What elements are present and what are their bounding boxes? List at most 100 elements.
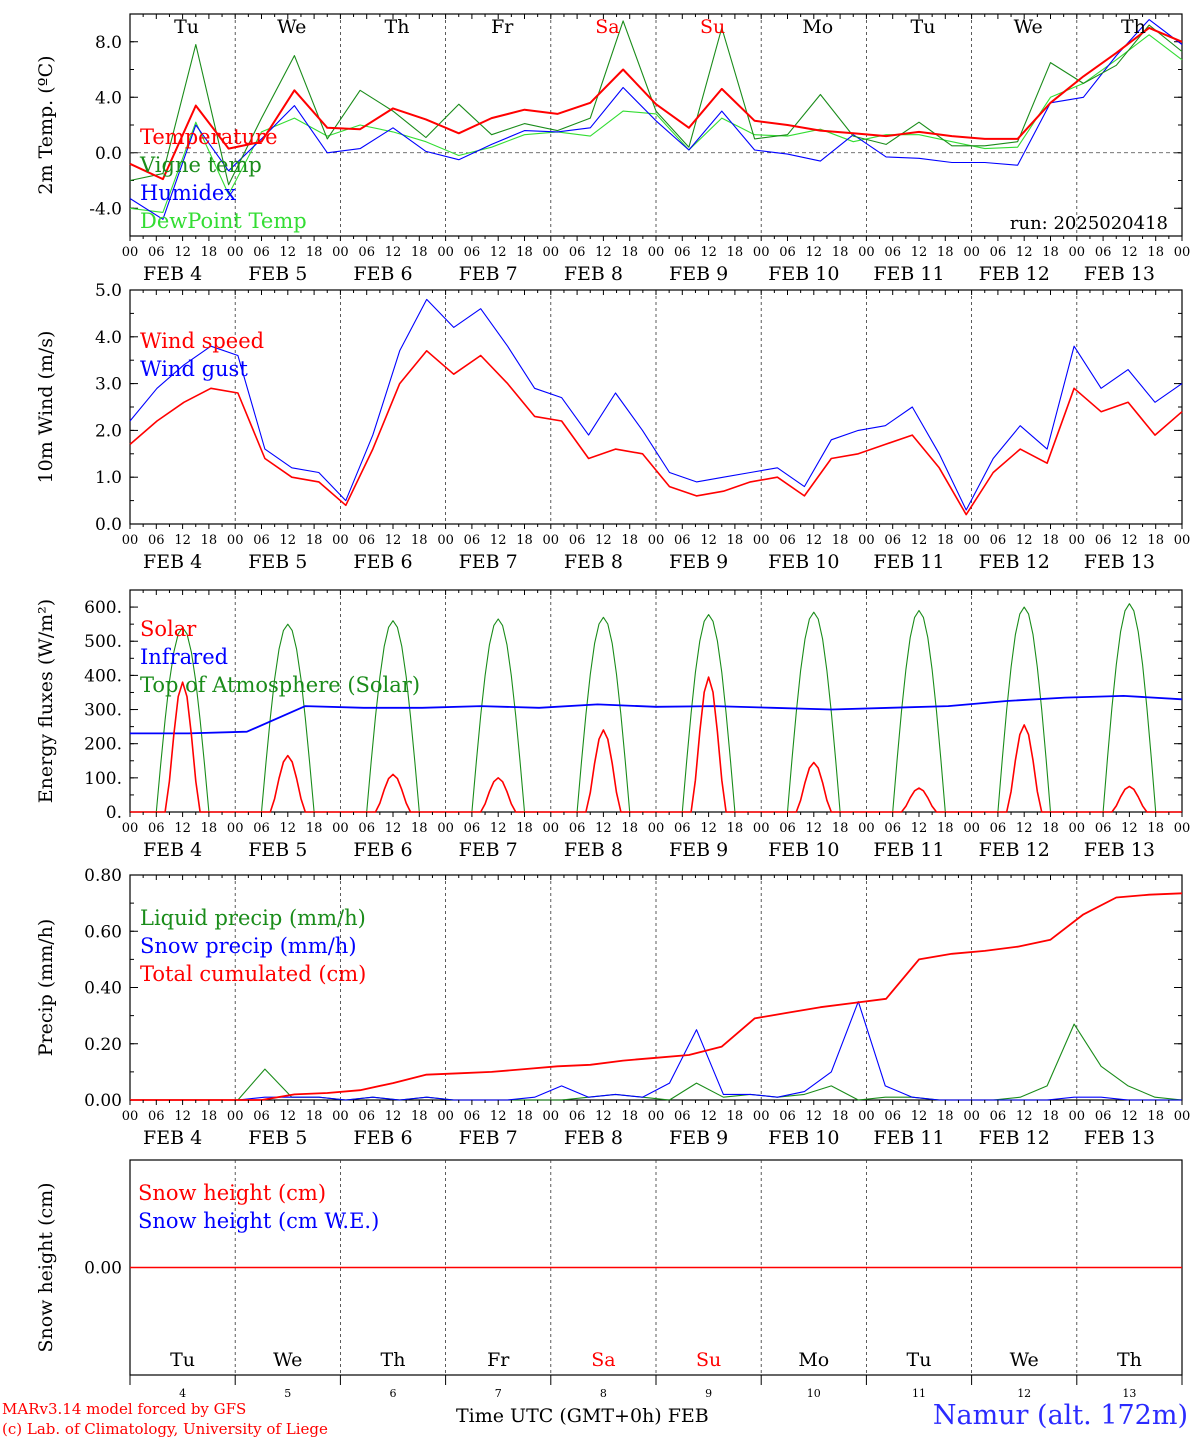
hour-tick-label: 18 [727, 245, 744, 260]
y-tick-label: 500. [84, 632, 122, 652]
hour-tick-label: 12 [280, 533, 297, 548]
y-tick-label: 2.0 [95, 421, 122, 441]
hour-tick-label: 12 [1016, 533, 1033, 548]
hour-tick-label: 18 [937, 533, 954, 548]
hour-tick-label: 18 [201, 821, 218, 836]
hour-tick-label: 06 [1095, 245, 1112, 260]
hour-tick-label: 00 [543, 821, 560, 836]
legend-entry: Solar [140, 617, 197, 641]
hour-tick-label: 00 [227, 245, 244, 260]
hour-tick-label: 06 [884, 1109, 901, 1124]
hour-tick-label: 06 [148, 821, 165, 836]
hour-tick-label: 00 [332, 245, 349, 260]
date-label: FEB 12 [979, 551, 1050, 573]
hour-tick-label: 12 [700, 533, 717, 548]
hour-tick-label: 18 [621, 821, 638, 836]
hour-tick-label: 12 [174, 245, 191, 260]
hour-tick-label: 18 [306, 245, 323, 260]
hour-tick-label: 00 [963, 1109, 980, 1124]
hour-tick-label: 06 [148, 533, 165, 548]
day-number-label: 8 [600, 1387, 607, 1400]
date-label: FEB 6 [353, 263, 412, 285]
temp-series-line [129, 26, 1183, 181]
hour-tick-label: 00 [1069, 533, 1086, 548]
hour-tick-label: 18 [832, 1109, 849, 1124]
date-label: FEB 11 [873, 263, 944, 285]
hour-tick-label: 06 [464, 821, 481, 836]
solar-line [130, 676, 1182, 813]
hour-tick-label: 00 [332, 821, 349, 836]
hour-tick-label: 06 [674, 533, 691, 548]
date-label: FEB 11 [873, 1127, 944, 1149]
weekday-label: Th [385, 16, 410, 38]
y-tick-label: 5.0 [95, 281, 122, 301]
hour-tick-label: 00 [227, 533, 244, 548]
hour-tick-label: 00 [753, 1109, 770, 1124]
date-label: FEB 4 [143, 263, 202, 285]
temp-series-line [129, 20, 1183, 186]
hour-tick-label: 00 [648, 1109, 665, 1124]
hour-tick-label: 12 [490, 821, 507, 836]
date-label: FEB 7 [459, 1127, 518, 1149]
hour-tick-label: 12 [490, 533, 507, 548]
date-label: FEB 6 [353, 1127, 412, 1149]
hour-tick-label: 00 [543, 1109, 560, 1124]
y-tick-label: 600. [84, 598, 122, 618]
hour-tick-label: 18 [832, 245, 849, 260]
day-number-label: 7 [495, 1387, 502, 1400]
hour-tick-label: 00 [122, 533, 139, 548]
weekday-label: Tu [170, 1349, 195, 1371]
hour-tick-label: 12 [595, 245, 612, 260]
run-label: run: 2025020418 [1010, 213, 1168, 234]
hour-tick-label: 00 [1069, 821, 1086, 836]
legend-entry: Liquid precip (mm/h) [140, 906, 366, 930]
weekday-label: Su [696, 1349, 721, 1371]
date-label: FEB 5 [248, 1127, 307, 1149]
wind-series-line [129, 298, 1183, 511]
y-tick-label: 200. [84, 735, 122, 755]
weekday-label: Th [381, 1349, 406, 1371]
legend-entry: Vigne temp [139, 153, 262, 177]
hour-tick-label: 06 [1095, 533, 1112, 548]
hour-tick-label: 12 [595, 533, 612, 548]
hour-tick-label: 06 [253, 533, 270, 548]
hour-tick-label: 00 [858, 245, 875, 260]
y-tick-label: 0.40 [84, 979, 122, 999]
hour-tick-label: 00 [963, 533, 980, 548]
hour-tick-label: 18 [1042, 821, 1059, 836]
weekday-label: Tu [907, 1349, 932, 1371]
weekday-label: We [277, 16, 306, 38]
hour-tick-label: 18 [1042, 1109, 1059, 1124]
hour-tick-label: 06 [464, 245, 481, 260]
date-label: FEB 10 [768, 1127, 839, 1149]
date-label: FEB 8 [564, 263, 623, 285]
y-tick-label: -4.0 [89, 199, 122, 219]
hour-tick-label: 18 [832, 821, 849, 836]
hour-tick-label: 06 [779, 821, 796, 836]
hour-tick-label: 18 [832, 533, 849, 548]
y-tick-label: 0.0 [95, 144, 122, 164]
day-number-label: 5 [284, 1387, 291, 1400]
hour-tick-label: 18 [411, 533, 428, 548]
hour-tick-label: 06 [884, 533, 901, 548]
weekday-label: Mo [802, 16, 833, 38]
cumulated-line [130, 892, 1183, 1101]
hour-tick-label: 12 [385, 821, 402, 836]
y-axis-label: 10m Wind (m/s) [35, 331, 57, 484]
hour-tick-label: 12 [385, 533, 402, 548]
hour-tick-label: 06 [148, 245, 165, 260]
date-label: FEB 12 [979, 1127, 1050, 1149]
hour-tick-label: 12 [700, 1109, 717, 1124]
hour-tick-label: 00 [753, 821, 770, 836]
hour-tick-label: 12 [1121, 821, 1138, 836]
hour-tick-label: 06 [569, 1109, 586, 1124]
hour-tick-label: 06 [1095, 821, 1112, 836]
legend-entry: Wind gust [140, 357, 248, 381]
legend-entry: Temperature [140, 125, 278, 149]
y-axis-label: 2m Temp. (ºC) [35, 55, 57, 194]
day-number-label: 9 [705, 1387, 712, 1400]
hour-tick-label: 00 [543, 245, 560, 260]
hour-tick-label: 12 [280, 245, 297, 260]
hour-tick-label: 00 [437, 533, 454, 548]
y-tick-label: 1.0 [95, 468, 122, 488]
